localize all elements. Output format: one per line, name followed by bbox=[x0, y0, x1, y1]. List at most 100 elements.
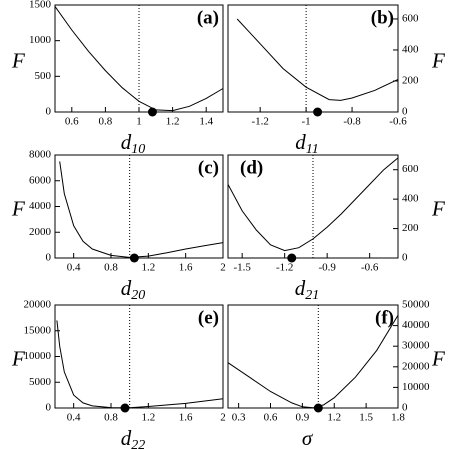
y-axis-label: F bbox=[431, 48, 445, 72]
y-tick-label: 8000 bbox=[29, 149, 52, 161]
y-tick-label: 1500 bbox=[29, 0, 52, 11]
y-tick-label: 400 bbox=[402, 193, 419, 205]
panel: 0.3 0.6 0.9 1.2 1.5 1.80 10000 20000 30000 40000 5… bbox=[227, 299, 445, 450]
x-tick-label: 0.4 bbox=[67, 262, 81, 274]
x-tick-label: 1.2 bbox=[166, 116, 180, 128]
x-tick-label: 0.8 bbox=[104, 262, 118, 274]
plot-frame bbox=[54, 4, 224, 113]
x-tick-label: 0.3 bbox=[232, 412, 246, 424]
x-tick-label: 1.4 bbox=[199, 116, 213, 128]
x-axis-label-main: d bbox=[295, 276, 306, 300]
y-tick-label: 0 bbox=[46, 402, 52, 414]
y-tick-label: 30000 bbox=[402, 340, 430, 352]
plot-frame bbox=[227, 154, 399, 259]
y-tick-label: 2000 bbox=[29, 226, 52, 238]
x-axis-label-sub: 10 bbox=[131, 142, 145, 157]
y-tick-label: 200 bbox=[402, 75, 419, 87]
plot-frame bbox=[227, 304, 399, 409]
curve bbox=[56, 320, 224, 409]
curve bbox=[54, 6, 224, 112]
y-tick-label: 0 bbox=[46, 106, 52, 118]
x-tick-label: 1.6 bbox=[179, 412, 193, 424]
y-tick-label: 6000 bbox=[29, 174, 52, 186]
x-tick-label: 0.6 bbox=[264, 412, 278, 424]
y-axis-label: F bbox=[431, 196, 445, 220]
panel-label: (a) bbox=[197, 7, 219, 28]
panel-label: (d) bbox=[240, 157, 263, 178]
curve bbox=[227, 315, 399, 409]
y-tick-label: 15000 bbox=[24, 324, 52, 336]
x-axis-label-sub: 21 bbox=[305, 288, 319, 303]
y-tick-label: 10000 bbox=[24, 350, 52, 362]
x-axis-label: d22 bbox=[121, 426, 146, 450]
y-tick-label: 50000 bbox=[402, 299, 430, 311]
y-axis-label: F bbox=[11, 48, 25, 72]
x-axis-label-main: d bbox=[295, 130, 306, 154]
y-tick-label: 4000 bbox=[29, 200, 52, 212]
y-tick-label: 600 bbox=[402, 163, 419, 175]
x-axis-label-sub: 20 bbox=[131, 288, 145, 303]
plot-frame bbox=[227, 4, 399, 113]
y-tick-label: 0 bbox=[46, 252, 52, 264]
x-axis-label: d21 bbox=[295, 276, 320, 303]
y-tick-label: 500 bbox=[35, 70, 52, 82]
plot-frame bbox=[54, 154, 224, 259]
x-tick-label: -1 bbox=[302, 116, 311, 128]
x-tick-label: 0.4 bbox=[67, 412, 81, 424]
x-tick-label: -0.8 bbox=[343, 116, 361, 128]
x-tick-label: 0.8 bbox=[104, 412, 118, 424]
x-tick-label: 1.5 bbox=[359, 412, 373, 424]
x-tick-label: -1.5 bbox=[233, 262, 251, 274]
x-tick-label: -0.6 bbox=[361, 262, 379, 274]
x-tick-label: 2 bbox=[220, 412, 226, 424]
x-tick-label: -1.2 bbox=[276, 262, 293, 274]
y-tick-label: 0 bbox=[402, 402, 408, 414]
x-axis-label: d11 bbox=[295, 130, 318, 157]
x-tick-label: 1.8 bbox=[391, 412, 405, 424]
y-tick-label: 10000 bbox=[402, 381, 430, 393]
y-tick-label: 5000 bbox=[29, 376, 52, 388]
x-axis-label-main: σ bbox=[302, 426, 314, 450]
y-tick-label: 200 bbox=[402, 222, 419, 234]
x-tick-label: 1.2 bbox=[141, 412, 155, 424]
panel-label: (f) bbox=[375, 307, 394, 328]
panel-label: (c) bbox=[198, 157, 219, 178]
y-tick-label: 20000 bbox=[24, 299, 52, 311]
y-tick-label: 0 bbox=[402, 106, 408, 118]
y-tick-label: 0 bbox=[402, 252, 408, 264]
y-axis-label: F bbox=[11, 196, 25, 220]
x-tick-label: 1.6 bbox=[179, 262, 193, 274]
y-tick-label: 20000 bbox=[402, 360, 430, 372]
panel-label: (b) bbox=[371, 7, 394, 28]
x-tick-label: 1.2 bbox=[327, 412, 341, 424]
x-tick-label: 0.6 bbox=[65, 116, 79, 128]
x-tick-label: 0.9 bbox=[296, 412, 310, 424]
x-tick-label: 0.8 bbox=[99, 116, 113, 128]
curve bbox=[227, 157, 399, 252]
x-tick-label: -0.9 bbox=[318, 262, 336, 274]
x-axis-label-main: d bbox=[121, 276, 132, 300]
x-tick-label: -0.6 bbox=[389, 116, 407, 128]
y-tick-label: 1000 bbox=[29, 34, 52, 46]
x-axis-label: d20 bbox=[121, 276, 146, 303]
plot-frame bbox=[54, 304, 224, 409]
x-axis-label-main: d bbox=[121, 130, 132, 154]
y-tick-label: 400 bbox=[402, 44, 419, 56]
y-axis-label: F bbox=[11, 346, 25, 370]
x-tick-label: 1 bbox=[136, 116, 142, 128]
curve bbox=[59, 161, 224, 258]
x-axis-label: σ bbox=[302, 426, 314, 450]
x-axis-label: d10 bbox=[121, 130, 146, 157]
x-tick-label: -1.2 bbox=[251, 116, 268, 128]
y-tick-label: 40000 bbox=[402, 319, 430, 331]
x-axis-label-sub: 11 bbox=[306, 142, 319, 157]
panel-label: (e) bbox=[198, 307, 219, 328]
x-axis-label-sub: 22 bbox=[131, 438, 145, 450]
